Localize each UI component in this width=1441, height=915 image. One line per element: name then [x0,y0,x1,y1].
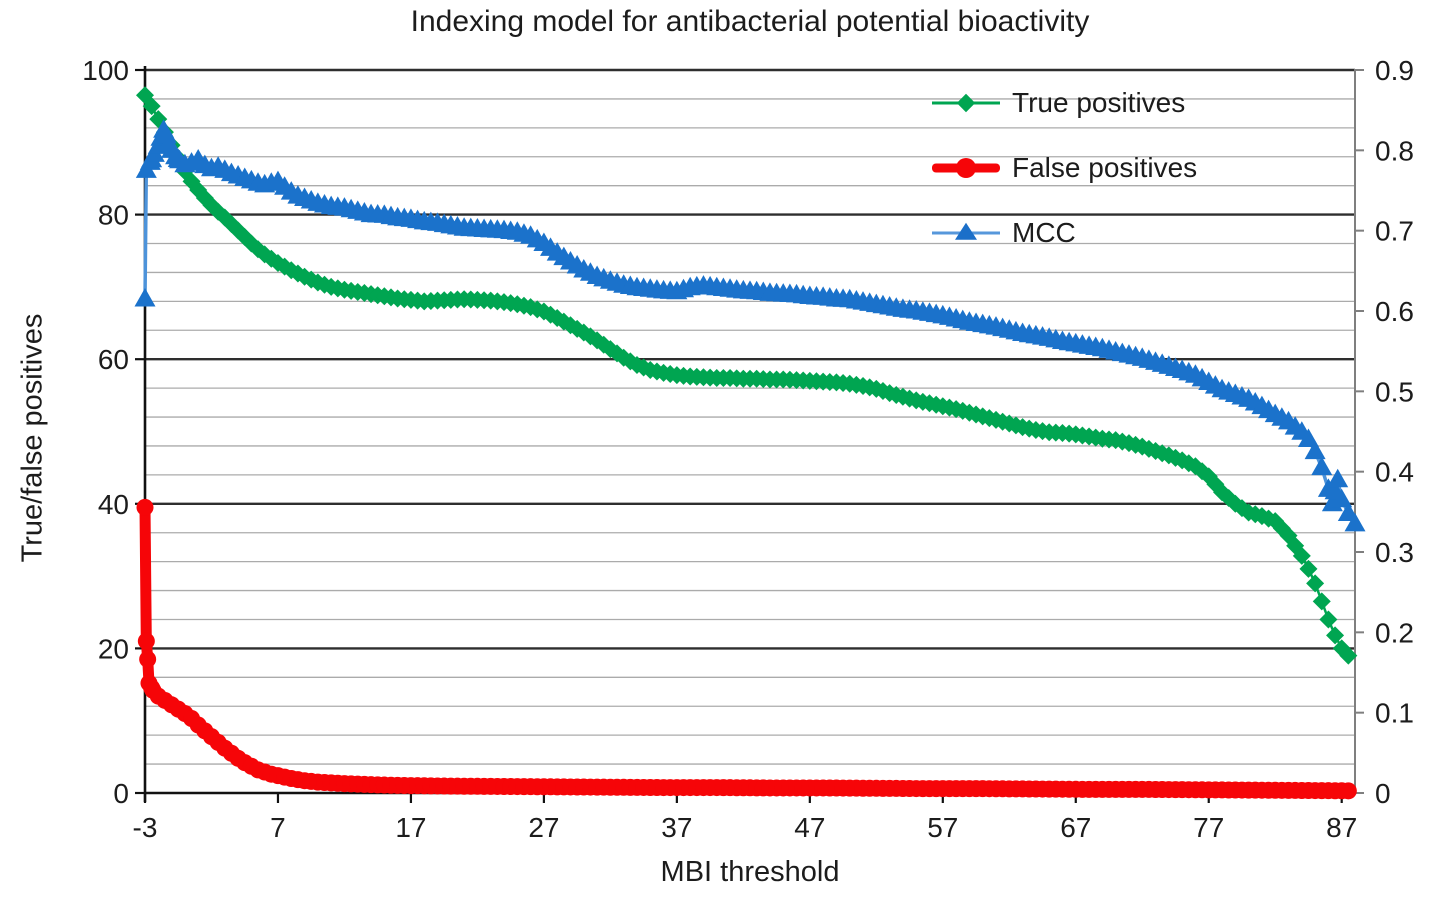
svg-text:0: 0 [1375,778,1391,809]
svg-text:27: 27 [528,812,559,843]
tick-labels: 0 20 40 60 80 100 0 0.1 0.2 0.3 0.4 0.5 0.6 0.7 0.8 0.9… [82,55,1414,843]
chart-title: Indexing model for antibacterial potenti… [410,5,1090,38]
svg-text:0.7: 0.7 [1375,216,1414,247]
svg-text:0: 0 [113,778,129,809]
svg-text:0.1: 0.1 [1375,698,1414,729]
legend-item-mcc: MCC [932,200,1197,265]
svg-text:77: 77 [1193,812,1224,843]
svg-text:17: 17 [395,812,426,843]
svg-text:0.3: 0.3 [1375,537,1414,568]
series-true-positives [136,86,1358,665]
legend-label: True positives [1012,86,1186,118]
legend-item-false-positives: False positives [932,135,1197,200]
minor-gridlines [145,98,1355,765]
svg-text:7: 7 [270,812,286,843]
svg-text:0.4: 0.4 [1375,457,1414,488]
svg-text:67: 67 [1060,812,1091,843]
svg-text:20: 20 [98,633,129,664]
svg-text:87: 87 [1326,812,1357,843]
svg-text:80: 80 [98,200,129,231]
svg-text:0.6: 0.6 [1375,296,1414,327]
svg-text:0.5: 0.5 [1375,376,1414,407]
svg-text:100: 100 [82,55,129,86]
svg-text:0.9: 0.9 [1375,55,1414,86]
legend-label: False positives [1012,151,1198,183]
legend: True positives False positives MCC [932,70,1197,265]
svg-text:-3: -3 [133,812,158,843]
svg-text:0.2: 0.2 [1375,617,1414,648]
mcc-triangle-icon [932,221,1000,245]
series-false-positives [136,498,1357,800]
svg-text:57: 57 [927,812,958,843]
svg-text:60: 60 [98,344,129,375]
true-positives-diamond-icon [932,91,1000,115]
false-positives-circle-icon [932,156,1000,180]
x-axis-title: MBI threshold [660,856,840,888]
svg-text:37: 37 [661,812,692,843]
legend-item-true-positives: True positives [932,70,1197,135]
left-axis-title: True/false positives [16,313,49,563]
svg-text:0.8: 0.8 [1375,135,1414,166]
series-mcc [134,119,1366,532]
svg-text:40: 40 [98,489,129,520]
svg-text:47: 47 [794,812,825,843]
legend-label: MCC [1012,216,1076,248]
